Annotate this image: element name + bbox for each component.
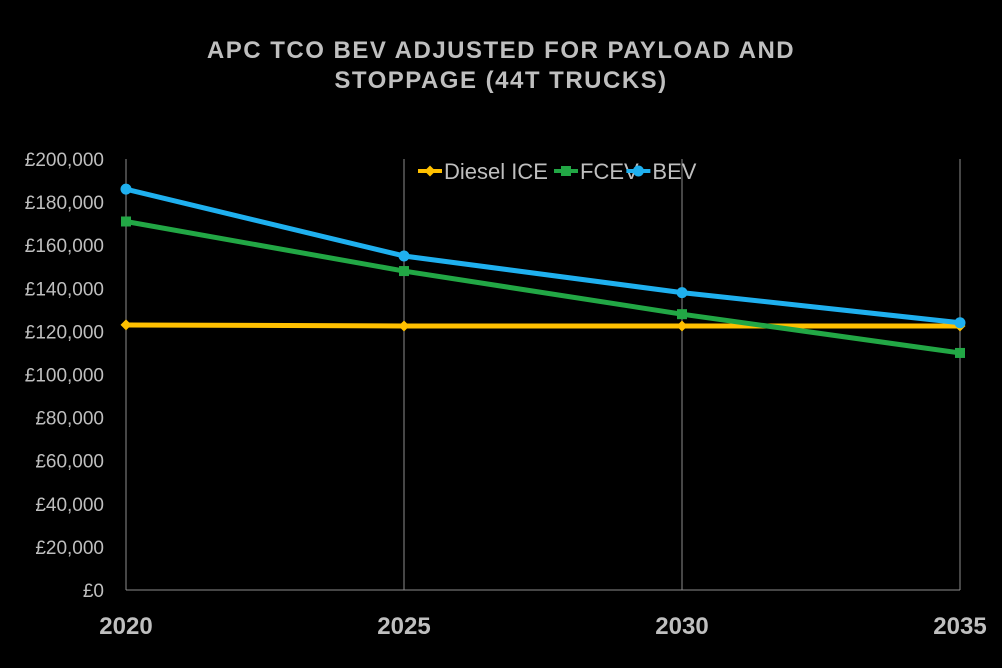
series-group (120, 183, 966, 358)
y-tick-label: £160,000 (25, 236, 104, 257)
data-point-diesel-ice (120, 319, 132, 331)
series-diesel-ice (120, 319, 966, 332)
data-point-fcev (677, 309, 687, 320)
data-point-fcev (121, 216, 131, 227)
data-point-bev (954, 317, 966, 329)
axes (125, 159, 960, 591)
y-tick-label: £80,000 (35, 409, 104, 430)
y-tick-label: £180,000 (25, 193, 104, 214)
legend-marker (561, 166, 571, 176)
series-line-diesel-ice (123, 322, 963, 329)
x-axis-ticks: 2020 2025 2030 2035 (99, 613, 986, 640)
legend-item-fcev: FCEV (554, 159, 639, 184)
legend-marker (424, 165, 436, 177)
series-fcev (121, 216, 965, 358)
y-tick-label: £100,000 (25, 366, 104, 387)
chart-title: APC TCO BEV ADJUSTED FOR PAYLOAD AND STO… (0, 36, 1002, 96)
series-line-fcev (123, 218, 963, 356)
y-tick-label: £20,000 (35, 538, 104, 559)
legend: Diesel ICE FCEV BEV (418, 159, 697, 184)
y-tick-label: £120,000 (25, 322, 104, 343)
data-point-fcev (955, 347, 965, 358)
y-tick-label: £40,000 (35, 495, 104, 516)
chart-title-line-1: APC TCO BEV ADJUSTED FOR PAYLOAD AND (206, 37, 796, 64)
chart-title-line-2: STOPPAGE (44T TRUCKS) (334, 67, 668, 94)
gridlines (403, 159, 961, 590)
data-point-bev (398, 250, 410, 262)
legend-label: Diesel ICE (444, 159, 548, 184)
data-point-diesel-ice (676, 320, 688, 332)
series-bev (120, 183, 966, 329)
y-tick-label: £140,000 (25, 279, 104, 300)
data-point-bev (676, 287, 688, 299)
data-point-bev (120, 183, 132, 195)
legend-marker (632, 165, 644, 177)
x-tick-label: 2035 (933, 613, 986, 640)
y-tick-label: £60,000 (35, 452, 104, 473)
legend-label: BEV (652, 159, 696, 184)
x-tick-label: 2025 (377, 613, 430, 640)
x-tick-label: 2030 (655, 613, 708, 640)
legend-item-diesel-ice: Diesel ICE (418, 159, 548, 184)
x-tick-label: 2020 (99, 613, 152, 640)
legend-item-bev: BEV (626, 159, 697, 184)
y-axis-ticks: £0 £20,000 £40,000 £60,000 £80,000 £100,000 £1… (25, 150, 104, 602)
y-tick-label: £0 (83, 581, 104, 602)
data-point-fcev (399, 266, 409, 277)
series-line-bev (123, 186, 963, 326)
y-tick-label: £200,000 (25, 150, 104, 171)
data-point-diesel-ice (398, 320, 410, 332)
